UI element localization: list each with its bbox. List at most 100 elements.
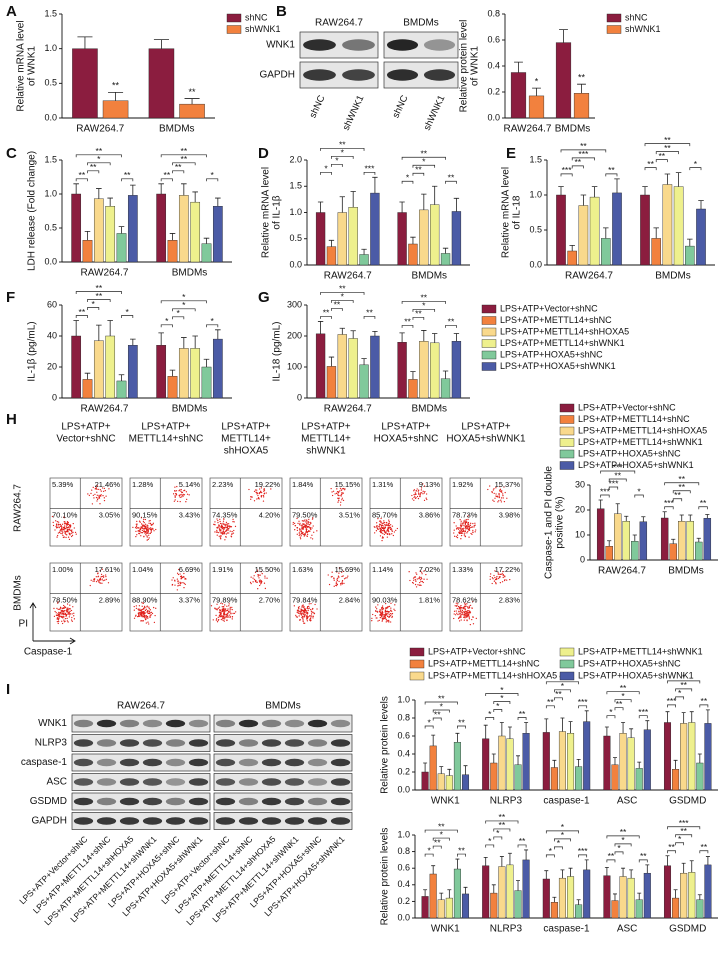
- error-bar: [350, 330, 356, 339]
- event-dot: [108, 488, 110, 490]
- event-dot: [374, 615, 377, 617]
- event-dot: [298, 615, 300, 617]
- event-dot: [222, 518, 225, 520]
- significance-bracket: [689, 167, 702, 171]
- event-dot: [381, 527, 384, 530]
- event-dot: [419, 570, 421, 572]
- significance-label: **: [164, 170, 171, 180]
- significance-bracket: [675, 696, 685, 700]
- event-dot: [270, 488, 272, 490]
- event-dot: [423, 499, 426, 502]
- x-axis-label: Caspase-1: [24, 647, 73, 658]
- bar: [696, 899, 704, 919]
- event-dot: [463, 524, 465, 527]
- significance-bracket: [172, 308, 196, 312]
- event-dot: [59, 530, 61, 532]
- event-dot: [303, 615, 306, 617]
- error-bar: [84, 231, 91, 241]
- bar: [370, 335, 380, 399]
- quadrant-percent: 2.83%: [499, 596, 521, 605]
- event-dot: [298, 532, 301, 534]
- significance-bracket: [600, 470, 636, 474]
- error-bar: [184, 98, 200, 105]
- y-axis-label: Relative protein level: [459, 20, 470, 113]
- error-bar: [73, 320, 79, 336]
- event-dot: [255, 581, 258, 583]
- event-dot: [261, 573, 263, 575]
- event-dot: [182, 582, 184, 584]
- bar: [696, 208, 706, 266]
- event-dot: [388, 519, 390, 521]
- event-dot: [57, 608, 59, 611]
- event-dot: [418, 576, 421, 578]
- event-dot: [221, 615, 223, 617]
- error-bar: [153, 39, 169, 49]
- bar: [430, 342, 440, 399]
- event-dot: [174, 496, 176, 498]
- legend-swatch: [481, 327, 497, 337]
- event-dot: [56, 621, 58, 623]
- significance-label: ***: [365, 164, 376, 174]
- event-dot: [306, 612, 308, 614]
- event-dot: [214, 521, 216, 523]
- event-dot: [459, 527, 462, 529]
- event-dot: [338, 576, 340, 578]
- y-tick-label: 1.0: [529, 189, 542, 199]
- significance-bracket: [485, 820, 519, 824]
- event-dot: [71, 613, 73, 615]
- significance-label: **: [438, 821, 445, 831]
- significance-label: *: [488, 709, 492, 719]
- event-dot: [97, 497, 99, 499]
- blot-strip: [213, 773, 353, 791]
- event-dot: [340, 493, 343, 495]
- event-dot: [182, 493, 184, 496]
- quadrant-percent: 1.81%: [419, 596, 441, 605]
- error-bar: [328, 239, 335, 247]
- x-tick-label: RAW264.7: [76, 124, 124, 135]
- event-dot: [465, 521, 468, 523]
- event-dot: [224, 539, 226, 541]
- event-dot: [384, 607, 387, 609]
- event-dot: [295, 616, 298, 618]
- event-dot: [56, 536, 58, 538]
- event-dot: [308, 526, 311, 528]
- event-dot: [460, 609, 462, 611]
- condition-label: LPS+ATP+: [301, 422, 350, 433]
- event-dot: [380, 612, 382, 614]
- quadrant-percent: 1.28%: [132, 480, 154, 489]
- event-dot: [468, 611, 471, 613]
- event-dot: [453, 617, 455, 620]
- event-dot: [384, 526, 387, 529]
- quadrant-percent: 74.35%: [212, 511, 238, 520]
- legend-swatch: [481, 339, 497, 348]
- condition-label: Vector+shNC: [56, 434, 115, 445]
- y-tick-label: 0.0: [44, 112, 57, 122]
- blot-band: [303, 39, 336, 51]
- y-tick-label: 0: [580, 554, 585, 564]
- event-dot: [421, 578, 423, 580]
- event-dot: [141, 620, 143, 622]
- event-dot: [376, 611, 379, 613]
- event-dot: [219, 537, 222, 539]
- event-dot: [391, 615, 394, 618]
- x-tick-label: RAW264.7: [81, 268, 129, 279]
- event-dot: [382, 617, 385, 619]
- event-dot: [148, 537, 150, 539]
- significance-label: **: [96, 146, 103, 156]
- blot-band: [261, 817, 282, 825]
- event-dot: [459, 530, 461, 532]
- y-tick-label: 0.0: [397, 912, 410, 922]
- event-dot: [253, 490, 256, 493]
- event-dot: [143, 614, 145, 617]
- blot-band: [188, 739, 209, 747]
- event-dot: [343, 578, 346, 580]
- y-tick-label: 0: [52, 392, 57, 402]
- event-dot: [308, 607, 311, 609]
- event-dot: [471, 618, 473, 621]
- event-dot: [148, 623, 150, 625]
- event-dot: [254, 580, 257, 583]
- event-dot: [500, 499, 502, 501]
- event-dot: [341, 580, 344, 582]
- event-dot: [250, 498, 252, 500]
- event-dot: [502, 495, 504, 497]
